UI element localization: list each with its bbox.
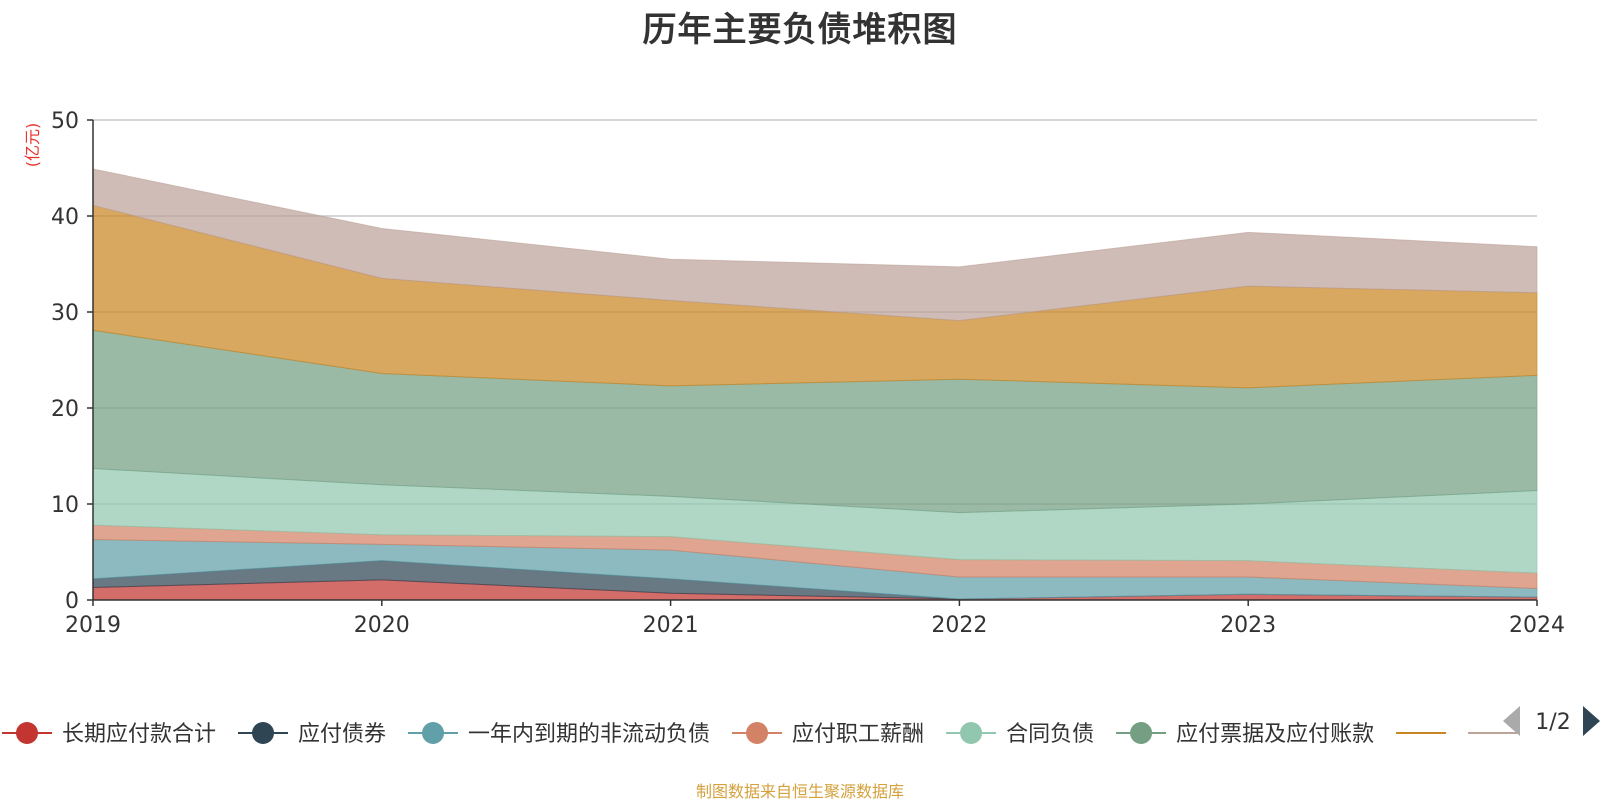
legend-item[interactable]: 应付债券 — [238, 722, 386, 747]
x-tick-label: 2019 — [65, 613, 121, 638]
y-tick-label: 20 — [51, 397, 79, 422]
legend-page-indicator: 1/2 — [1535, 710, 1570, 735]
x-tick-label: 2023 — [1220, 613, 1276, 638]
data-source-note: 制图数据来自恒生聚源数据库 — [695, 782, 904, 800]
x-tick-label: 2021 — [643, 613, 699, 638]
legend-item[interactable]: 长期应付款合计 — [2, 722, 216, 747]
legend-marker-icon — [746, 722, 769, 744]
legend-label: 应付票据及应付账款 — [1176, 722, 1374, 747]
legend-prev-page-icon[interactable] — [1503, 706, 1520, 736]
legend-marker-icon — [1130, 722, 1153, 744]
x-tick-label: 2024 — [1509, 613, 1565, 638]
x-tick-label: 2020 — [354, 613, 410, 638]
area-series-layer — [92, 168, 1538, 601]
y-axis-unit-label: (亿元) — [23, 123, 42, 168]
legend-marker-icon — [422, 722, 445, 744]
y-tick-label: 0 — [65, 589, 79, 614]
legend-item[interactable]: 一年内到期的非流动负债 — [408, 722, 710, 747]
y-tick-label: 10 — [51, 493, 79, 518]
chart-title: 历年主要负债堆积图 — [642, 10, 958, 50]
legend-label: 应付债券 — [298, 722, 386, 747]
legend-next-page-icon[interactable] — [1583, 706, 1600, 736]
legend-marker-icon — [960, 722, 983, 744]
legend-label: 长期应付款合计 — [62, 722, 216, 747]
y-tick-label: 30 — [51, 301, 79, 326]
area-series-7 — [92, 168, 1538, 322]
legend: 长期应付款合计 应付债券 一年内到期的非流动负债 应付职工薪酬 合同负债 应付票据及应付账… — [2, 722, 1519, 747]
legend-pager: 1/2 — [1503, 706, 1600, 736]
legend-label: 应付职工薪酬 — [792, 722, 924, 747]
legend-marker-icon — [252, 722, 275, 744]
legend-item[interactable]: 应付职工薪酬 — [732, 722, 924, 747]
legend-marker-icon — [16, 722, 38, 744]
x-tick-label: 2022 — [931, 613, 987, 638]
y-tick-label: 40 — [51, 205, 79, 230]
legend-item[interactable]: 应付票据及应付账款 — [1116, 722, 1374, 747]
legend-label: 一年内到期的非流动负债 — [468, 722, 710, 747]
legend-item[interactable]: 合同负债 — [946, 722, 1094, 747]
axes: 0 10 20 30 40 50 2019 2020 2021 2022 2023 2024 — [51, 109, 1565, 638]
y-tick-label: 50 — [51, 109, 79, 134]
legend-label: 合同负债 — [1006, 722, 1094, 747]
